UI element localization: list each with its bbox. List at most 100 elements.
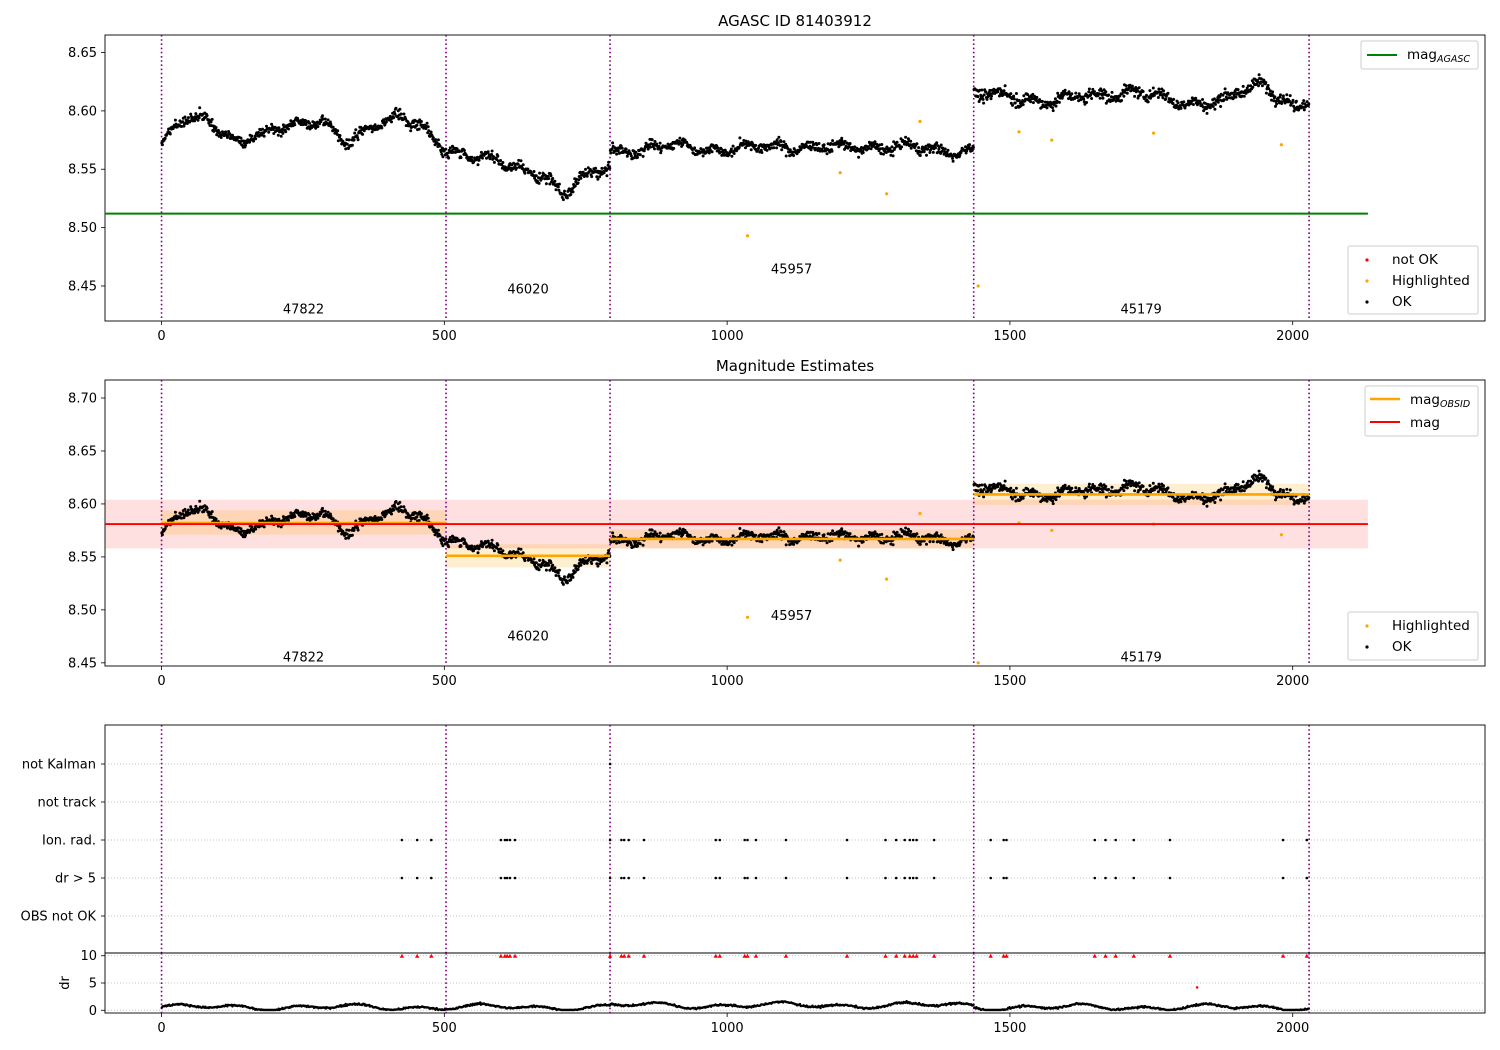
ok-point xyxy=(606,167,609,171)
flag-row-label: dr > 5 xyxy=(55,872,96,887)
ok-point xyxy=(1198,101,1202,105)
ok-point xyxy=(425,513,429,517)
ok-point xyxy=(1176,495,1180,498)
ok-point xyxy=(1164,97,1168,101)
ok-point xyxy=(582,175,586,178)
ok-point xyxy=(918,542,922,546)
ok-point xyxy=(198,106,202,110)
ok-point xyxy=(577,178,581,182)
ok-point xyxy=(1138,93,1142,97)
ok-point xyxy=(173,118,177,122)
ok-point xyxy=(760,151,764,154)
panel2-title: Magnitude Estimates xyxy=(716,357,874,375)
ok-point xyxy=(485,156,488,160)
flag-row-label: not track xyxy=(37,796,96,811)
x-tick-label: 2000 xyxy=(1276,674,1309,689)
x-tick-label: 1000 xyxy=(711,1021,744,1036)
ok-point xyxy=(1091,87,1095,91)
ok-point xyxy=(1280,100,1284,104)
ok-point xyxy=(521,551,525,555)
ok-point xyxy=(649,145,652,149)
ok-point xyxy=(1136,483,1139,487)
ok-point xyxy=(951,545,954,549)
highlighted-point xyxy=(1279,143,1283,147)
ok-point xyxy=(579,563,583,567)
ok-point xyxy=(878,147,882,151)
ok-point xyxy=(276,133,280,137)
flag-point xyxy=(908,876,912,880)
ok-point xyxy=(1044,103,1048,107)
ok-point xyxy=(499,547,503,551)
x-tick-label: 2000 xyxy=(1276,1021,1309,1036)
ok-point xyxy=(287,127,290,131)
ok-point xyxy=(595,175,599,179)
ok-point xyxy=(1148,484,1152,488)
flag-point xyxy=(845,876,849,880)
ok-point xyxy=(815,143,819,147)
ok-point xyxy=(602,558,606,562)
highlighted-point xyxy=(918,511,922,516)
ok-point xyxy=(481,156,484,160)
ok-point xyxy=(477,158,481,162)
ok-point xyxy=(1045,499,1049,503)
ok-point xyxy=(775,146,779,150)
ok-point xyxy=(611,141,615,145)
ok-point xyxy=(341,139,345,143)
ok-point xyxy=(946,148,950,152)
ok-point xyxy=(390,512,393,516)
ok-point xyxy=(904,135,908,139)
ok-point xyxy=(978,88,982,92)
ok-point xyxy=(1033,94,1036,98)
y-tick-label: 8.45 xyxy=(68,656,97,671)
ok-point xyxy=(188,119,192,123)
ok-point xyxy=(1123,90,1127,94)
ok-point xyxy=(1055,99,1059,103)
flag-point xyxy=(620,838,623,842)
ok-point xyxy=(410,125,414,129)
ok-point xyxy=(707,540,711,544)
ok-point xyxy=(565,581,569,585)
flag-point xyxy=(743,876,746,880)
ok-point xyxy=(414,119,418,123)
ok-point xyxy=(1093,484,1096,488)
ok-point xyxy=(1051,499,1055,503)
ok-point xyxy=(431,526,435,530)
ok-point xyxy=(1149,96,1152,100)
ok-point xyxy=(481,545,484,549)
flag-point xyxy=(1104,876,1107,880)
x-tick-label: 500 xyxy=(432,1021,457,1036)
flag-point xyxy=(620,876,623,880)
ok-point xyxy=(534,174,538,178)
ok-point xyxy=(516,550,520,554)
ok-point xyxy=(731,534,735,538)
ok-point xyxy=(1205,111,1209,115)
ok-point xyxy=(563,189,566,193)
ok-point xyxy=(345,138,349,142)
ok-point xyxy=(782,140,786,144)
ok-point xyxy=(1172,97,1176,101)
obsid-label: 46020 xyxy=(507,282,548,297)
ok-point xyxy=(918,154,922,157)
ok-point xyxy=(501,549,505,553)
ok-point xyxy=(657,144,661,148)
ok-point xyxy=(1307,102,1311,106)
ok-point xyxy=(569,578,573,582)
flag-point xyxy=(1005,876,1008,880)
flag-point xyxy=(932,876,936,880)
ok-point xyxy=(618,146,622,150)
ok-point xyxy=(553,179,557,183)
highlighted-point xyxy=(918,119,922,123)
ok-point xyxy=(296,116,300,120)
ok-point xyxy=(427,129,431,133)
ok-point xyxy=(880,143,884,146)
flag-point xyxy=(1093,838,1097,842)
ok-point xyxy=(394,500,398,503)
ok-point xyxy=(1012,97,1016,101)
ok-point xyxy=(436,528,440,532)
ok-point xyxy=(777,135,781,139)
ok-point xyxy=(1264,476,1268,480)
ok-point xyxy=(847,535,851,538)
ok-point xyxy=(1002,89,1006,93)
ok-point xyxy=(742,529,746,533)
ok-point xyxy=(1171,495,1175,499)
